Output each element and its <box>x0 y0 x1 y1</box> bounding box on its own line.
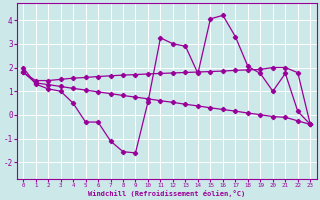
X-axis label: Windchill (Refroidissement éolien,°C): Windchill (Refroidissement éolien,°C) <box>88 190 245 197</box>
